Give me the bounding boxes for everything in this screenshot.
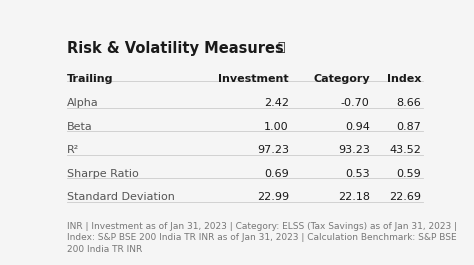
Text: 0.94: 0.94 — [345, 122, 370, 132]
Text: Risk & Volatility Measures: Risk & Volatility Measures — [66, 41, 283, 56]
Text: Index: Index — [387, 74, 421, 84]
Text: 22.69: 22.69 — [389, 192, 421, 202]
Text: 43.52: 43.52 — [389, 145, 421, 155]
Text: Index: S&P BSE 200 India TR INR as of Jan 31, 2023 | Calculation Benchmark: S&P : Index: S&P BSE 200 India TR INR as of Ja… — [66, 233, 456, 242]
Text: 93.23: 93.23 — [338, 145, 370, 155]
Text: -0.70: -0.70 — [341, 98, 370, 108]
Text: 2.42: 2.42 — [264, 98, 289, 108]
Text: Alpha: Alpha — [66, 98, 98, 108]
Text: 0.59: 0.59 — [396, 169, 421, 179]
Text: Beta: Beta — [66, 122, 92, 132]
Text: INR | Investment as of Jan 31, 2023 | Category: ELSS (Tax Savings) as of Jan 31,: INR | Investment as of Jan 31, 2023 | Ca… — [66, 222, 457, 231]
Text: Category: Category — [313, 74, 370, 84]
Text: 22.18: 22.18 — [337, 192, 370, 202]
Text: 22.99: 22.99 — [257, 192, 289, 202]
Text: R²: R² — [66, 145, 79, 155]
Text: ⓘ: ⓘ — [278, 41, 285, 54]
Text: Standard Deviation: Standard Deviation — [66, 192, 174, 202]
Text: 0.69: 0.69 — [264, 169, 289, 179]
Text: 200 India TR INR: 200 India TR INR — [66, 245, 142, 254]
Text: 97.23: 97.23 — [257, 145, 289, 155]
Text: Trailing: Trailing — [66, 74, 113, 84]
Text: 0.53: 0.53 — [345, 169, 370, 179]
Text: 8.66: 8.66 — [396, 98, 421, 108]
Text: Sharpe Ratio: Sharpe Ratio — [66, 169, 138, 179]
Text: Investment: Investment — [218, 74, 289, 84]
Text: 1.00: 1.00 — [264, 122, 289, 132]
Text: 0.87: 0.87 — [396, 122, 421, 132]
